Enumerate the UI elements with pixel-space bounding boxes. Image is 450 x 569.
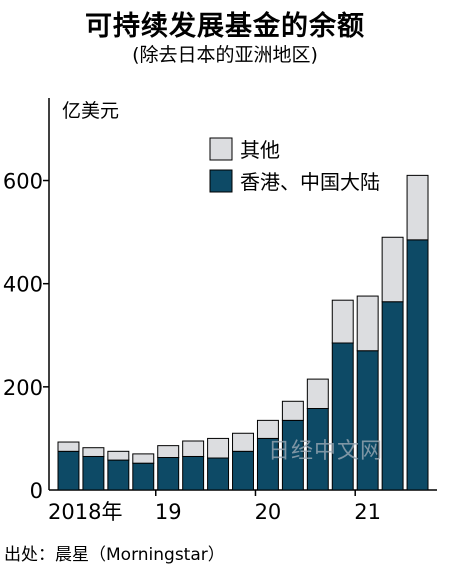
- bar-segment-other: [306, 378, 329, 410]
- bar-segment-other: [331, 299, 354, 344]
- bar-segment-hk-china: [381, 301, 404, 491]
- chart-subtitle: (除去日本的亚洲地区): [132, 44, 318, 66]
- bar-segment-other: [82, 447, 105, 457]
- y-tick-label: 600: [3, 170, 43, 194]
- legend-swatch: [209, 137, 233, 161]
- bar-segment-hk-china: [232, 450, 254, 491]
- bar-segment-other: [132, 453, 155, 464]
- chart-title: 可持续发展基金的余额: [85, 11, 365, 42]
- bar-segment-other: [182, 440, 205, 457]
- y-tick-label: 200: [3, 376, 43, 400]
- bar-segment-hk-china: [207, 457, 230, 491]
- bar-segment-hk-china: [406, 239, 429, 491]
- legend-label: 其他: [240, 138, 280, 162]
- bar-segment-other: [107, 450, 130, 461]
- y-axis-label: 亿美元: [62, 100, 119, 122]
- bar-segment-other: [57, 441, 80, 452]
- bar-segment-hk-china: [182, 455, 205, 491]
- bar-segment-other: [356, 295, 379, 352]
- x-tick-label: 19: [155, 500, 182, 524]
- legend-label: 香港、中国大陆: [240, 170, 380, 194]
- bars-group: [57, 174, 429, 491]
- bar-segment-hk-china: [57, 450, 80, 491]
- bar-segment-other: [157, 445, 180, 459]
- y-tick-label: 400: [3, 273, 43, 297]
- bar-segment-other: [207, 437, 230, 459]
- bar-segment-hk-china: [157, 457, 180, 491]
- x-tick-label: 20: [255, 500, 282, 524]
- bar-segment-hk-china: [356, 350, 379, 491]
- bar-segment-hk-china: [82, 455, 105, 491]
- bar-segment-other: [406, 174, 429, 241]
- x-tick-label: 21: [354, 500, 381, 524]
- y-tick-label: 0: [30, 479, 43, 503]
- bar-segment-other: [381, 236, 404, 303]
- bar-segment-other: [281, 400, 304, 421]
- x-tick-label: 2018年: [48, 500, 122, 524]
- watermark: 日经中文网: [268, 439, 383, 464]
- legend-swatch: [209, 169, 233, 193]
- bar-segment-hk-china: [107, 459, 130, 491]
- bar-segment-other: [232, 432, 254, 452]
- bar-segment-other: [256, 419, 279, 439]
- bar-segment-hk-china: [132, 462, 155, 491]
- source-note: 出处：晨星（Morningstar）: [4, 545, 225, 565]
- bar-segment-hk-china: [331, 342, 354, 491]
